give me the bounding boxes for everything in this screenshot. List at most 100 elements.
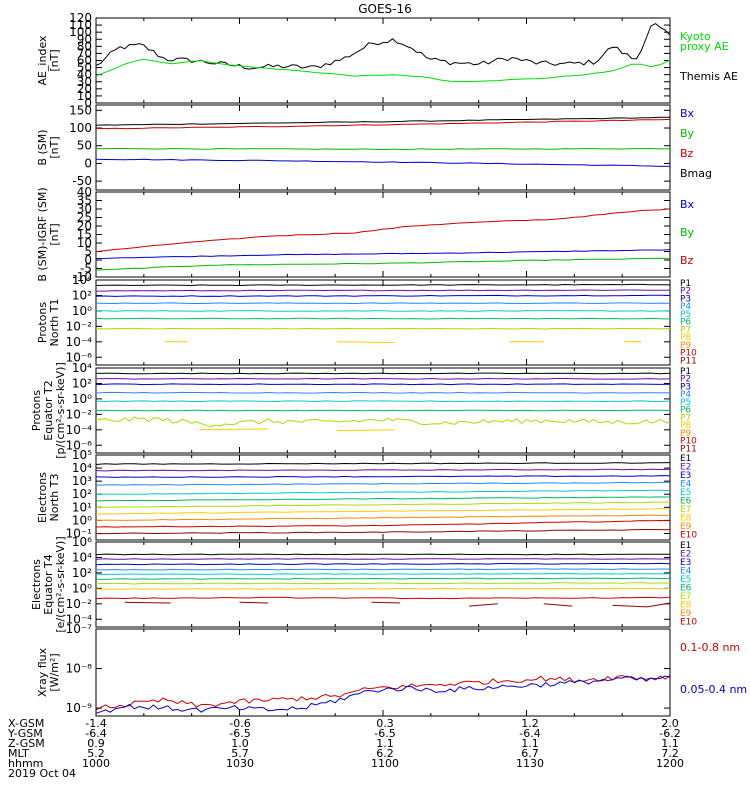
footer-row-label: X-GSM: [8, 717, 44, 730]
panel-frame: [95, 104, 671, 191]
series-line: [95, 377, 671, 380]
ytick-label: 10⁻⁸: [66, 662, 93, 676]
footer-value: 6.2: [376, 747, 394, 760]
ytick-label: 10⁻²: [66, 597, 93, 611]
legend-entry: P4: [680, 302, 691, 312]
series-line: [95, 400, 671, 403]
series-line: [95, 496, 671, 502]
footer-value: 1.1: [661, 737, 679, 750]
ylabel-line: Electrons: [30, 559, 43, 610]
legend-entry: P7: [680, 325, 691, 335]
legend-entry: P11: [680, 356, 697, 366]
series-line: [95, 372, 671, 375]
ylabel-line: [p/(cm²-s-sr-keV)]: [54, 362, 67, 459]
ytick-label: 10⁴: [72, 550, 92, 564]
footer-value: -6.4: [519, 727, 540, 740]
ytick-label: 100: [69, 121, 92, 135]
legend-entry: E4: [680, 480, 692, 490]
series-line: [337, 341, 395, 344]
panel-bsm: -50 0 50 100 150 B (SM) [nT] Bx By Bz Bmag: [36, 103, 712, 191]
ytick-label: 10⁰: [72, 304, 92, 318]
series-line: [95, 558, 670, 560]
series-line: [95, 327, 671, 330]
legend-entry: P9: [680, 429, 691, 439]
ytick-label: 0: [84, 156, 92, 170]
series-line: [95, 501, 670, 509]
ytick-label: 30: [77, 202, 92, 216]
legend-entry: P4: [680, 390, 691, 400]
footer-row-label: Y-GSM: [7, 727, 43, 740]
footer-value: 1.2: [521, 717, 539, 730]
series-line: [95, 116, 671, 126]
series-line: [371, 601, 401, 604]
series-line: [95, 391, 671, 394]
legend-entry: P10: [680, 349, 697, 359]
legend-entry: P1: [680, 279, 691, 289]
ytick-label: 5: [84, 245, 92, 259]
series-line: [95, 383, 671, 386]
panel-frame: [95, 279, 671, 366]
legend-entry: Bx: [680, 107, 695, 120]
legend-entry: Kyoto: [680, 30, 711, 43]
legend-entry: Themis AE: [679, 70, 738, 83]
series-line: [95, 596, 671, 600]
ytick-label: 10: [77, 89, 92, 103]
footer-value: 1100: [371, 757, 399, 770]
series-line: [95, 409, 671, 412]
legend-entry: P5: [680, 310, 691, 320]
footer-row-label: Z-GSM: [8, 737, 45, 750]
footer-value: -6.4: [85, 727, 106, 740]
ytick-label: 40: [77, 68, 92, 82]
legend-entry: E8: [680, 601, 692, 611]
series-line: [543, 603, 573, 607]
legend-entry: E8: [680, 514, 692, 524]
ytick-label: 10⁴: [72, 461, 92, 475]
legend-entry: E3: [680, 558, 691, 568]
ylabel-line: B (SM)-IGRF (SM): [36, 187, 49, 281]
footer-value: 1000: [82, 757, 110, 770]
ytick-label: 10²: [72, 566, 92, 580]
series-line: [199, 428, 269, 431]
ytick-label: 10⁴: [72, 361, 92, 375]
legend-entry: P8: [680, 421, 691, 431]
footer-row-label: 2019 Oct 04: [8, 767, 76, 780]
series-line: [124, 601, 171, 604]
series-line: [95, 519, 671, 528]
series-line: [95, 582, 671, 585]
ytick-label: 10⁰: [72, 513, 92, 527]
series-line: [95, 489, 671, 495]
ytick-label: 90: [77, 32, 92, 46]
ylabel-line: Electrons: [36, 472, 49, 523]
ylabel-line: Equator T2: [42, 380, 55, 440]
footer-value: 0.3: [376, 717, 394, 730]
ytick-label: 10²: [72, 487, 92, 501]
ytick-label: 10⁰: [72, 581, 92, 595]
ytick-label: 10⁻¹: [66, 526, 93, 540]
series-line: [95, 158, 671, 167]
footer-value: -6.2: [659, 727, 680, 740]
ytick-label: -10: [72, 270, 92, 284]
footer-value: 7.2: [661, 747, 679, 760]
legend-entry: Bz: [680, 147, 694, 160]
ylabel-line: North T3: [48, 474, 61, 522]
footer-value: -6.5: [374, 727, 395, 740]
ytick-label: 10²: [72, 288, 92, 302]
series-line: [95, 208, 671, 253]
series-line: [95, 249, 671, 259]
panel-frame: [95, 17, 671, 104]
series-line: [612, 602, 671, 608]
footer-value: 1.1: [521, 737, 539, 750]
legend-entry: P6: [680, 406, 691, 416]
footer-value: 1.0: [231, 737, 249, 750]
ytick-label: 15: [77, 228, 92, 242]
ytick-label: 0: [84, 96, 92, 110]
legend-entry: P1: [680, 367, 691, 377]
ylabel-line: [nT]: [48, 49, 61, 71]
series-line: [95, 58, 671, 83]
ytick-label: 120: [69, 11, 92, 25]
ytick-label: 10⁻⁹: [66, 701, 93, 715]
series-line: [96, 289, 670, 292]
series-line: [95, 562, 671, 566]
